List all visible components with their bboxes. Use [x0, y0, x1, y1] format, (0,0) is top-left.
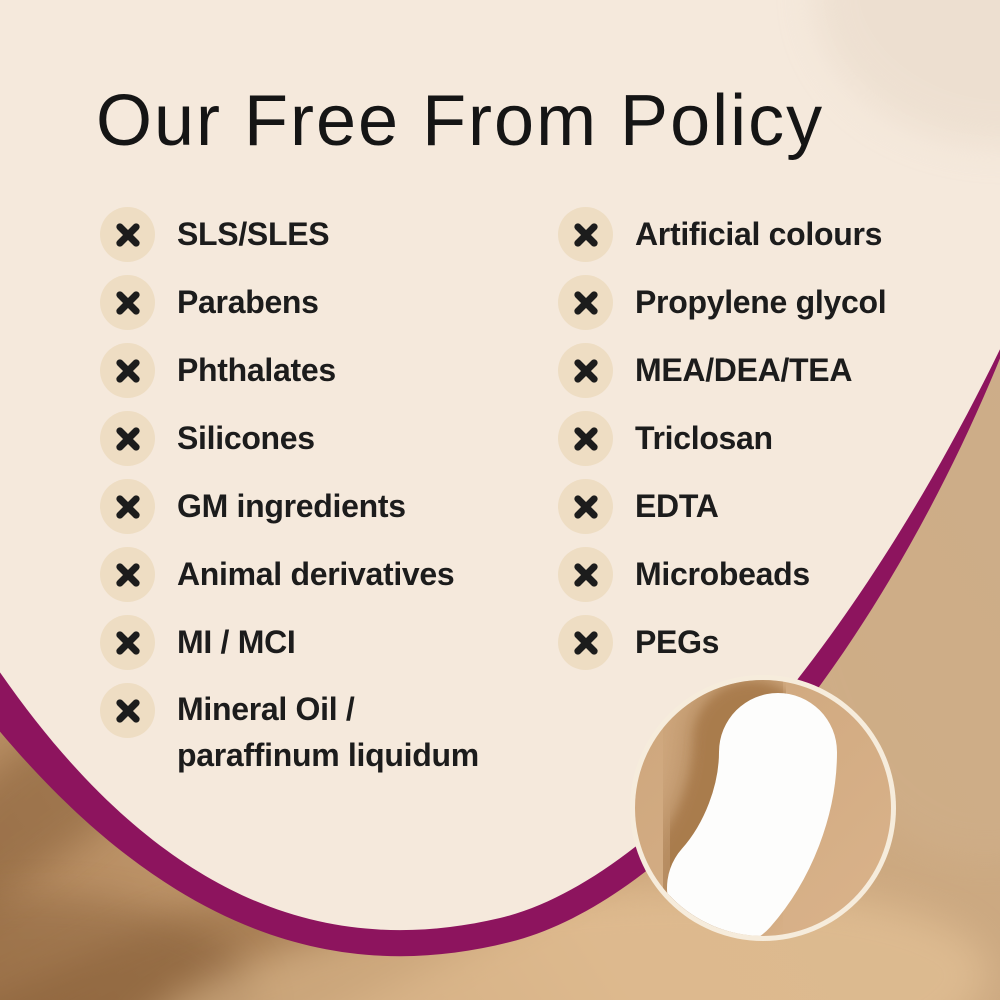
free-from-item: MI / MCI — [100, 615, 479, 670]
x-mark-icon — [100, 683, 155, 738]
item-label: Artificial colours — [635, 216, 883, 252]
item-label: Silicones — [177, 420, 315, 456]
panel-corner-shade — [815, 0, 1000, 145]
free-from-item: Silicones — [100, 411, 479, 466]
x-mark-icon — [100, 343, 155, 398]
free-from-item: Mineral Oil / paraffinum liquidum — [100, 683, 479, 778]
item-label: SLS/SLES — [177, 216, 330, 252]
cream-smear — [667, 693, 837, 936]
item-label-line: paraffinum liquidum — [177, 737, 479, 773]
item-label: Phthalates — [177, 352, 336, 388]
free-from-list-right: Artificial colours Propylene glycol MEA/… — [558, 207, 887, 670]
item-label: MI / MCI — [177, 624, 296, 660]
cream-swatch-circle-photo — [630, 675, 896, 941]
x-mark-icon — [558, 275, 613, 330]
x-mark-icon — [100, 411, 155, 466]
skin-shadow-corner — [0, 895, 260, 1000]
item-label: EDTA — [635, 488, 719, 524]
free-from-item: PEGs — [558, 615, 886, 670]
x-mark-icon — [558, 615, 613, 670]
item-label: Mineral Oil / paraffinum liquidum — [177, 686, 479, 778]
item-label: Microbeads — [635, 556, 810, 592]
free-from-item: Animal derivatives — [100, 547, 479, 602]
item-label: Propylene glycol — [635, 284, 887, 320]
item-label: GM ingredients — [177, 488, 406, 524]
x-mark-icon — [100, 207, 155, 262]
free-from-item: Artificial colours — [558, 207, 886, 262]
free-from-item: Triclosan — [558, 411, 886, 466]
x-mark-icon — [558, 207, 613, 262]
free-from-item: Phthalates — [100, 343, 479, 398]
item-label: Parabens — [177, 284, 319, 320]
item-label: Triclosan — [635, 420, 773, 456]
free-from-item: EDTA — [558, 479, 886, 534]
free-from-item: MEA/DEA/TEA — [558, 343, 886, 398]
x-mark-icon — [100, 479, 155, 534]
free-from-item: SLS/SLES — [100, 207, 479, 262]
x-mark-icon — [558, 479, 613, 534]
x-mark-icon — [100, 615, 155, 670]
free-from-item: Propylene glycol — [558, 275, 887, 330]
item-label: Animal derivatives — [177, 556, 455, 592]
item-label-line: Mineral Oil / — [177, 691, 355, 727]
free-from-item: GM ingredients — [100, 479, 479, 534]
x-mark-icon — [558, 547, 613, 602]
x-mark-icon — [558, 343, 613, 398]
x-mark-icon — [558, 411, 613, 466]
free-from-item: Microbeads — [558, 547, 886, 602]
page-title: Our Free From Policy — [96, 81, 825, 161]
free-from-list-left: SLS/SLES Parabens Phthalates Silicones G… — [100, 207, 479, 778]
item-label: MEA/DEA/TEA — [635, 352, 853, 388]
x-mark-icon — [100, 547, 155, 602]
free-from-item: Parabens — [100, 275, 479, 330]
item-label: PEGs — [635, 624, 720, 660]
x-mark-icon — [100, 275, 155, 330]
